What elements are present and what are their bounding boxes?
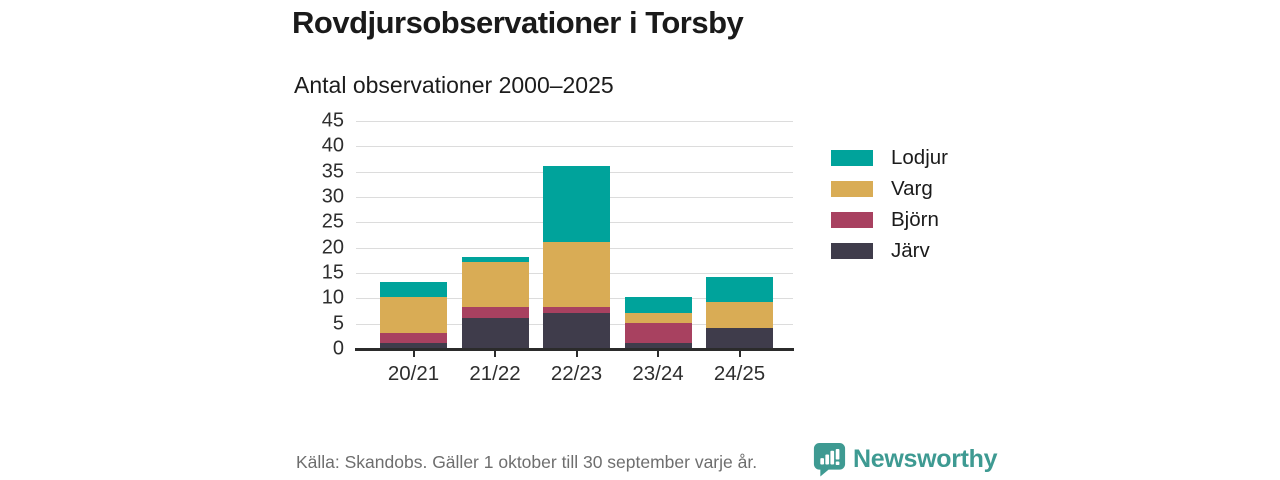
bar-20-21 [380,282,447,348]
bar-segment-järv [461,317,529,348]
bar-segment-björn [461,307,529,318]
bar-segment-lodjur [624,297,692,313]
y-axis-label: 20 [321,236,344,259]
y-axis-label: 10 [321,286,344,309]
bar-segment-björn [543,307,610,313]
x-axis-label: 21/22 [469,362,521,385]
x-axis-tick [738,350,741,357]
bar-segment-järv [706,327,773,348]
legend-swatch [831,211,873,228]
x-axis-tick [657,350,659,357]
legend-label: Varg [891,176,933,200]
bar-segment-björn [624,322,692,343]
bar-segment-varg [706,302,773,328]
y-axis-label: 5 [332,312,344,335]
x-axis-tick [494,350,496,357]
legend-swatch [831,242,873,259]
y-axis-label: 40 [321,134,344,157]
bar-segment-järv [624,342,692,348]
gridline [356,146,793,148]
newsworthy-wordmark: Newsworthy [853,445,998,473]
x-axis-label: 23/24 [632,362,684,385]
bar-21-22 [461,256,529,348]
y-axis-label: 25 [321,210,344,233]
bar-segment-lodjur [706,277,773,303]
legend-swatch [831,180,873,197]
legend: Lodjur Varg Björn Järv [831,142,948,266]
y-axis-label: 45 [321,109,344,132]
bar-segment-varg [624,312,692,323]
chart-subtitle: Antal observationer 2000–2025 [294,72,614,98]
x-axis-label: 22/23 [550,362,603,385]
bar-segment-varg [380,297,447,333]
y-axis-label: 35 [321,160,344,183]
legend-item-lodjur: Lodjur [831,142,948,173]
y-axis-label: 30 [321,185,344,208]
bar-segment-varg [461,261,529,308]
bar-23-24 [624,297,692,348]
bar-segment-järv [543,312,610,348]
x-axis-label: 20/21 [387,362,440,385]
legend-item-björn: Björn [831,204,948,235]
plot-area: 0 5 10 15 20 25 30 35 40 45 20/21 21/22 22/23 23/24 24… [322,110,794,385]
legend-item-järv: Järv [831,235,948,266]
legend-label: Lodjur [891,145,948,169]
newsworthy-logo-icon [813,442,846,477]
bar-segment-varg [543,241,610,308]
legend-label: Järv [891,238,930,262]
x-axis-label: 24/25 [713,362,766,385]
bar-22-23 [543,165,610,348]
newsworthy-logo: Newsworthy [813,442,998,477]
bar-segment-lodjur [380,282,447,298]
chart-title: Rovdjursobservationer i Torsby [292,5,744,40]
x-axis-tick [412,350,415,357]
bar-24-25 [706,277,773,348]
bar-segment-lodjur [543,165,610,242]
y-axis-label: 15 [321,261,344,284]
gridline [356,121,793,122]
y-axis-label: 0 [332,337,344,360]
source-note: Källa: Skandobs. Gäller 1 oktober till 3… [296,452,758,472]
bar-segment-järv [380,342,447,348]
bar-segment-björn [380,332,447,343]
bar-segment-lodjur [461,256,529,262]
legend-swatch [831,149,873,166]
legend-item-varg: Varg [831,173,948,204]
x-axis-line [355,348,794,351]
legend-label: Björn [891,207,939,231]
x-axis-tick [575,350,578,357]
